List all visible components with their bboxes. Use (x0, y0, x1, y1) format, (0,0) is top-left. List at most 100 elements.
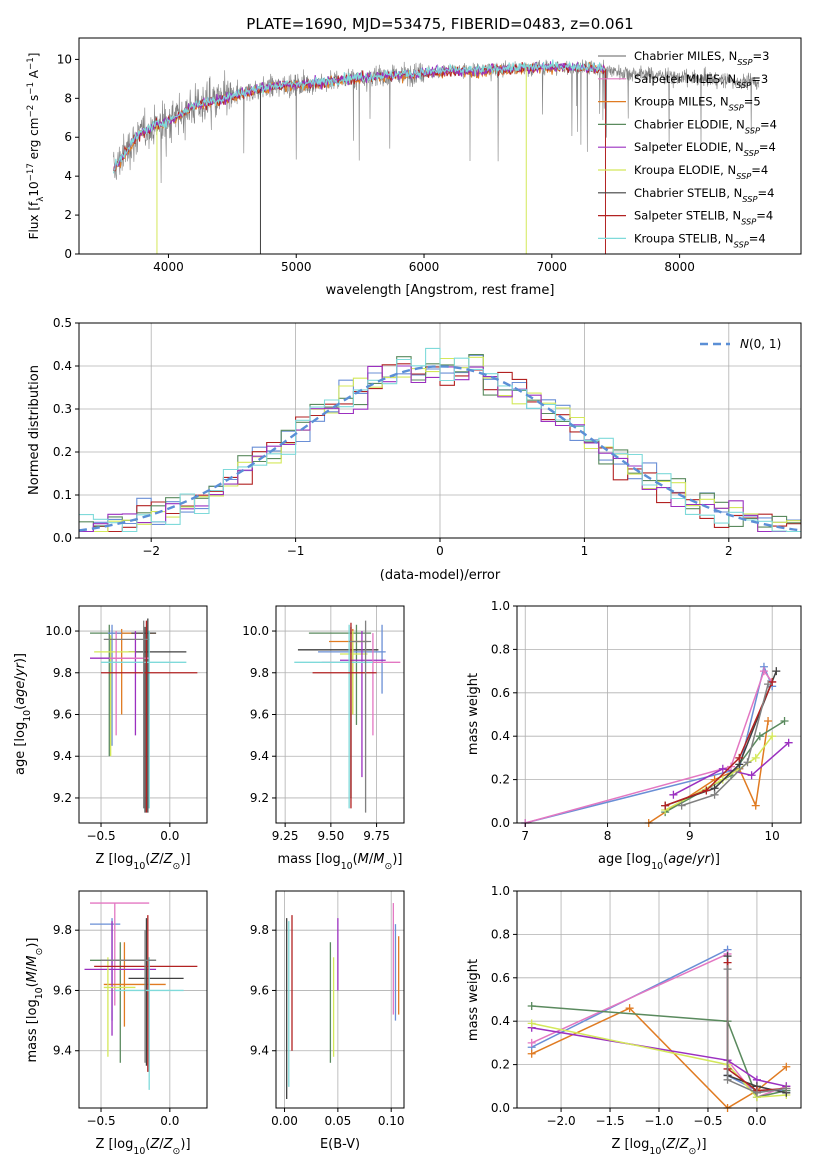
spectrum-model-c9 (113, 59, 606, 174)
point-marker (764, 680, 773, 689)
text-part: Z [log (95, 852, 133, 867)
text-part: =4 (759, 140, 776, 154)
point-marker (718, 764, 727, 773)
text-part: SSP (736, 171, 751, 181)
text-part: =3 (752, 49, 769, 63)
y-tick-label: 9.4 (53, 749, 72, 763)
text-part: =4 (756, 209, 773, 223)
text-part: Z (149, 1137, 160, 1152)
point-marker (527, 1038, 536, 1047)
histogram-c8 (79, 363, 801, 533)
legend-label: Chabrier STELIB, NSSP=4 (634, 186, 774, 204)
y-tick-label: 4 (64, 169, 72, 183)
y-tick-label: 10 (57, 52, 72, 66)
y-tick-label: 0.5 (53, 316, 72, 330)
text-part: ( (25, 982, 40, 987)
text-part: M (25, 971, 40, 982)
text-part: )] (392, 852, 402, 867)
point-marker (755, 732, 764, 741)
text-part: ( (145, 1137, 150, 1152)
x-axis-label: Z [log10(Z/Z⊙)] (611, 1137, 706, 1157)
text-part: Z (163, 852, 174, 867)
series-line (664, 681, 773, 807)
y-tick-label: 0.0 (491, 1101, 510, 1115)
text-part: 10 (133, 861, 145, 872)
point-marker (768, 677, 777, 686)
y-tick-label: 0.8 (491, 642, 510, 656)
text-part: SSP (729, 103, 744, 113)
point-marker (735, 753, 744, 762)
text-part: Kroupa STELIB, N (634, 231, 734, 245)
x-tick-label: 7000 (537, 260, 568, 274)
text-part: Salpeter MILES, N (634, 72, 736, 86)
point-marker (743, 758, 752, 767)
chart-age_vs_mass: 9.25 9.50 9.75 9.2 9.4 9.6 9.8 10.0 mass [log10(… (242, 605, 405, 872)
legend-label: Chabrier ELODIE, NSSP=4 (634, 117, 777, 135)
x-axis-label: E(B-V) (320, 1137, 360, 1152)
text-part: =4 (751, 163, 768, 177)
legend-label: Kroupa ELODIE, NSSP=4 (634, 163, 768, 181)
text-part: 10 (649, 1146, 661, 1157)
y-tick-label: 9.8 (250, 666, 269, 680)
text-part: SSP (737, 57, 752, 67)
point-marker (784, 738, 793, 747)
y-tick-label: 1.0 (491, 599, 510, 613)
axes-frame (275, 605, 405, 824)
legend-label: Salpeter ELODIE, NSSP=4 (634, 140, 776, 158)
y-tick-label: 9.4 (250, 1044, 269, 1058)
text-part: M (373, 852, 384, 867)
x-tick-label: 7 (521, 829, 529, 843)
x-tick-label: −0.5 (86, 1114, 115, 1128)
y-tick-label: 0.4 (491, 1014, 510, 1028)
y-tick-label: 10.0 (242, 624, 269, 638)
point-marker (782, 1084, 791, 1093)
x-tick-label: 0.0 (747, 1114, 766, 1128)
text-part: ] (27, 53, 41, 58)
text-part: Z (149, 852, 160, 867)
text-part: / (369, 852, 374, 867)
text-part: erg cm (27, 118, 41, 164)
y-tick-label: 9.8 (53, 923, 72, 937)
histogram-c9 (79, 347, 801, 533)
y-axis-label: mass [log10(M/M⊙)] (25, 938, 45, 1063)
chart-age_vs_Z: −0.5 0.09.29.49.69.810.0Z [log10(Z/Z⊙)]ag… (13, 605, 208, 872)
x-axis-label: mass [log10(M/M⊙)] (278, 852, 403, 872)
text-part: Salpeter STELIB, N (634, 209, 741, 223)
text-part: =3 (751, 72, 768, 86)
x-tick-label: −1.5 (595, 1114, 624, 1128)
axes-frame (78, 890, 208, 1109)
text-part: )] (180, 852, 190, 867)
text-part: ( (663, 852, 668, 867)
text-part: M (358, 852, 369, 867)
y-axis-label: Flux [fλ10−17 erg cm−2 s−1 A−1] (26, 53, 46, 240)
plot-area (113, 59, 760, 254)
text-part: =5 (744, 95, 761, 109)
normal-curve (79, 365, 801, 532)
text-part: ⊙ (689, 1146, 697, 1157)
point-marker (723, 1075, 732, 1084)
x-tick-label: 0.05 (325, 1114, 352, 1128)
text-part: ⊙ (34, 948, 45, 956)
y-tick-label: 0.2 (491, 1058, 510, 1072)
text-part: ( (13, 705, 28, 710)
text-part: / (159, 852, 164, 867)
chart-mass_vs_ebv: 0.00 0.05 0.10 9.4 9.6 9.8 E(B-V) (250, 890, 405, 1152)
y-tick-label: 9.8 (250, 923, 269, 937)
x-tick-label: −0.5 (693, 1114, 722, 1128)
x-tick-label: 0.00 (271, 1114, 298, 1128)
y-tick-label: 9.2 (250, 791, 269, 805)
axes-frame (516, 890, 802, 1109)
x-axis-label: wavelength [Angstrom, rest frame] (326, 283, 555, 298)
y-axis-label: mass weight (466, 959, 481, 1041)
text-part: 10 (27, 181, 41, 196)
x-tick-label: 9.75 (363, 829, 390, 843)
y-tick-label: 1.0 (491, 884, 510, 898)
text-part: Z (665, 1137, 676, 1152)
x-axis-label: Z [log10(Z/Z⊙)] (95, 1137, 190, 1157)
text-part: ⊙ (385, 861, 393, 872)
text-part: Z (163, 1137, 174, 1152)
x-tick-label: 4000 (153, 260, 184, 274)
text-part: −1 (26, 82, 36, 95)
plot-area (79, 347, 801, 533)
